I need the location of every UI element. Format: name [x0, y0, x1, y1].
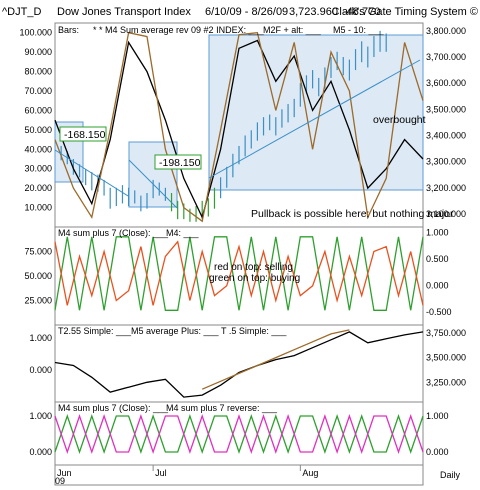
panel-1-legend-m2f: M2F + alt: ___ — [263, 25, 322, 35]
left-tick-label: 10.000 — [24, 203, 52, 213]
panel-1-legend-m5: M5 - 10: ___ — [333, 25, 385, 35]
right-tick-label: 3,400.000 — [426, 130, 466, 140]
left-tick-label: 0.000 — [29, 447, 52, 457]
left-tick-label: 25.000 — [24, 296, 52, 306]
symbol-label: ^DJT_D — [2, 6, 41, 18]
left-tick-label: 20.000 — [24, 183, 52, 193]
series-line-1 — [54, 31, 424, 223]
left-tick-label: 1.000 — [29, 333, 52, 343]
index-name: Dow Jones Transport Index — [57, 6, 191, 18]
panel-2-legend-m4: M4: ___ — [166, 228, 200, 238]
right-tick-label: 3,500.000 — [426, 353, 466, 363]
series-line-7 — [54, 413, 424, 455]
trend-line-a — [54, 149, 129, 197]
right-tick-label: 3,750.000 — [426, 328, 466, 338]
left-tick-label: 100.000 — [19, 28, 52, 38]
panel-3-legend-m5: M5 average Plus: ___ — [131, 326, 220, 336]
series-line-2 — [54, 236, 424, 311]
panel-3-legend-t255: T2.55 Simple: ___ — [58, 326, 132, 336]
month-label: Jul — [155, 468, 167, 478]
x-period-label: Daily — [440, 470, 461, 480]
panel-4-legend-sum: M4 sum plus 7 (Close): ___ — [58, 403, 169, 413]
left-tick-label: 50.000 — [24, 125, 52, 135]
price-change: -48.770 — [343, 6, 380, 18]
left-tick-label: 80.000 — [24, 67, 52, 77]
series-line-4 — [54, 331, 424, 398]
panel-2-note-green: green on top: buying — [209, 273, 300, 284]
left-tick-label: 30.000 — [24, 164, 52, 174]
left-tick-label: 1.000 — [29, 411, 52, 421]
panel-3-legend-t5: T .5 Simple: ___ — [221, 326, 287, 336]
panel-1-legend-m4: * * M4 Sum average rev 09 #2 INDEX: ___ — [93, 25, 265, 35]
vendor-label: Clark's Gate Timing System © — [331, 6, 478, 18]
x-year-label: 09 — [55, 476, 65, 486]
date-range: 6/10/09 - 8/26/09 — [205, 6, 288, 18]
left-tick-label: 90.000 — [24, 47, 52, 57]
right-tick-label: 0.500 — [426, 254, 449, 264]
right-tick-label: 1.000 — [426, 411, 449, 421]
series-line-6 — [54, 413, 424, 455]
overbought-label: overbought — [373, 114, 426, 126]
highlight-box-3 — [208, 34, 424, 191]
left-tick-label: 60.000 — [24, 105, 52, 115]
trend-line-c — [208, 59, 421, 179]
month-label: Aug — [302, 468, 318, 478]
panel-4-legend-reverse: M4 sum plus 7 reverse: ___ — [166, 403, 278, 413]
right-tick-label: 3,100.000 — [426, 209, 466, 219]
right-tick-label: 3,200.000 — [426, 183, 466, 193]
panel-2-note-red: red on top: selling — [214, 262, 293, 273]
trend-line-b — [128, 159, 178, 209]
right-tick-label: 0.000 — [426, 447, 449, 457]
callout-box-1 — [59, 126, 107, 142]
left-tick-label: 40.000 — [24, 144, 52, 154]
left-tick-label: 70.000 — [24, 86, 52, 96]
panel-1-legend-bars: Bars: — [58, 25, 79, 35]
right-tick-label: -0.500 — [426, 307, 452, 317]
left-tick-label: 75.000 — [24, 247, 52, 257]
month-label: Jun — [57, 468, 72, 478]
right-tick-label: 1.000 — [426, 227, 449, 237]
series-line-3 — [54, 240, 424, 306]
right-tick-label: 3,300.000 — [426, 157, 466, 167]
pullback-note: Pullback is possible here; but nothing m… — [251, 208, 454, 220]
callout-text-1: -168.150 — [64, 129, 106, 141]
right-tick-label: 0.000 — [426, 280, 449, 290]
callout-text-2: -198.150 — [159, 157, 201, 169]
last-price: 3,723.960 — [289, 6, 338, 18]
panel-3-frame — [54, 324, 424, 403]
right-tick-label: 3,700.000 — [426, 52, 466, 62]
callout-box-2 — [154, 154, 202, 170]
left-tick-label: 50.000 — [24, 271, 52, 281]
axis-frame — [54, 464, 424, 486]
series-line-5 — [201, 329, 350, 390]
right-tick-label: 3,500.000 — [426, 104, 466, 114]
right-tick-label: 3,600.000 — [426, 78, 466, 88]
left-tick-label: 0.000 — [29, 365, 52, 375]
right-tick-label: 3,250.000 — [426, 377, 466, 387]
series-line-0 — [54, 39, 424, 220]
panel-2-legend-sum: M4 sum plus 7 (Close): ___ — [58, 228, 169, 238]
right-tick-label: 3,800.000 — [426, 26, 466, 36]
